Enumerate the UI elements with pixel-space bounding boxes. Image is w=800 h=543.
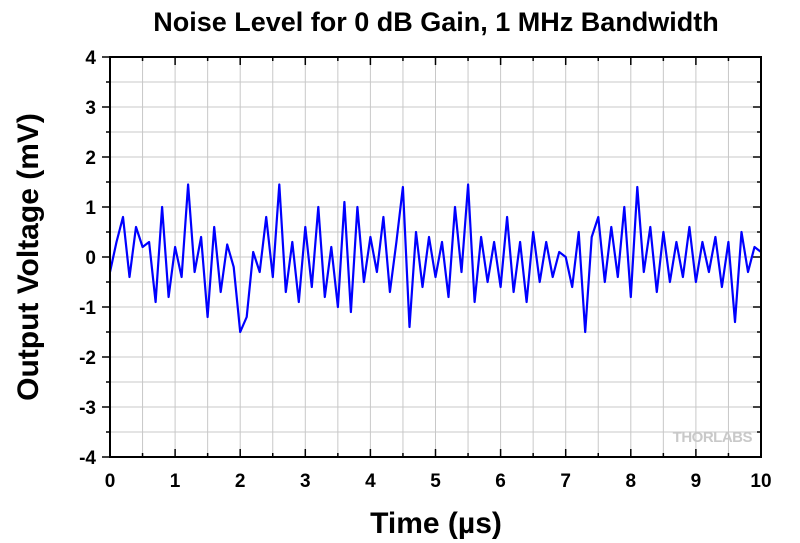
x-tick-label: 10 <box>750 471 771 492</box>
y-tick-label: 3 <box>85 98 96 119</box>
y-tick-label: -2 <box>79 348 96 369</box>
y-tick-label: 4 <box>85 48 96 69</box>
plot-frame <box>109 56 762 458</box>
y-tick-label: -3 <box>79 398 96 419</box>
x-tick-label: 5 <box>430 471 441 492</box>
x-tick-label: 2 <box>235 471 246 492</box>
series-group <box>108 183 762 334</box>
x-tick-label: 1 <box>170 471 181 492</box>
y-tick-label: -4 <box>79 448 96 469</box>
x-tick-label: 3 <box>300 471 311 492</box>
x-tick-label: 0 <box>105 471 116 492</box>
y-axis-label: Output Voltage (mV) <box>12 113 45 401</box>
noise-series-line <box>108 183 762 334</box>
x-axis-label: Time (µs) <box>370 507 502 540</box>
y-tick-label: 1 <box>85 198 96 219</box>
y-tick-label: 0 <box>85 248 96 269</box>
y-tick-labels: -4 -3 -2 -1 0 1 2 3 4 <box>79 48 96 469</box>
x-tick-label: 9 <box>691 471 702 492</box>
y-tick-label: -1 <box>79 298 96 319</box>
x-tick-label: 4 <box>365 471 376 492</box>
x-tick-label: 7 <box>560 471 571 492</box>
grid <box>109 56 762 458</box>
thorlabs-watermark: THORLABS <box>673 429 753 446</box>
y-tick-label: 2 <box>85 148 96 169</box>
x-tick-label: 6 <box>495 471 506 492</box>
chart-title: Noise Level for 0 dB Gain, 1 MHz Bandwid… <box>153 7 719 37</box>
x-tick-label: 8 <box>626 471 637 492</box>
x-tick-labels: 0 1 2 3 4 5 6 7 8 9 10 <box>105 471 772 492</box>
